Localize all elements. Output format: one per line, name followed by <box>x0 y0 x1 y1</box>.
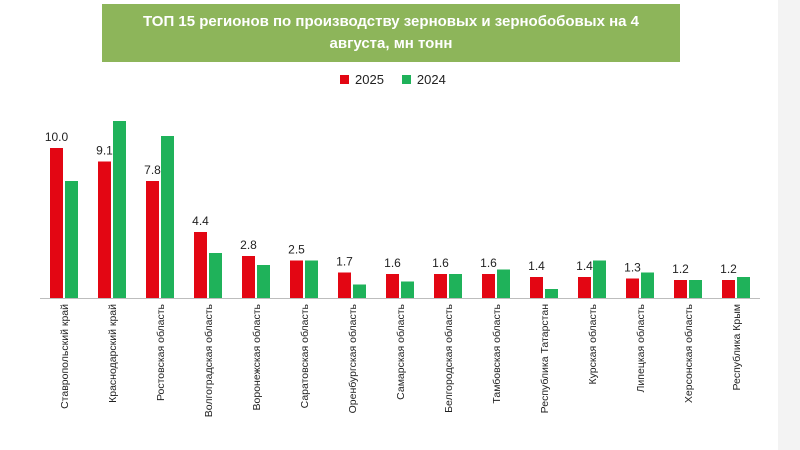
data-label-2025: 4.4 <box>192 214 209 228</box>
legend-swatch-2024 <box>401 74 411 84</box>
category-tick-label: Саратовская область <box>299 303 311 408</box>
bar-2025 <box>98 161 111 298</box>
bar-2024 <box>65 181 78 298</box>
category-tick-label: Оренбургская область <box>347 303 359 413</box>
chart-legend: 2025 2024 <box>340 71 446 87</box>
bar-2025 <box>482 274 495 298</box>
bar-2024 <box>641 272 654 298</box>
data-label-2025: 1.4 <box>576 259 593 273</box>
data-label-2025: 1.2 <box>720 262 737 276</box>
bar-2025 <box>50 148 63 298</box>
category-tick-label: Краснодарский край <box>107 304 119 403</box>
bar-2024 <box>401 281 414 298</box>
legend-label-2025: 2025 <box>355 71 384 87</box>
data-label-2025: 1.2 <box>672 262 689 276</box>
data-label-2025: 1.6 <box>432 256 449 270</box>
data-label-2025: 10.0 <box>45 130 69 144</box>
category-tick-label: Республика Татарстан <box>539 304 551 414</box>
bar-2024 <box>593 260 606 298</box>
bar-2025 <box>578 277 591 298</box>
bar-2025 <box>146 181 159 298</box>
bar-2024 <box>161 136 174 298</box>
category-tick-label: Волгоградская область <box>203 303 215 417</box>
bar-2025 <box>674 280 687 298</box>
bar-2025 <box>242 256 255 298</box>
category-tick-label: Республика Крым <box>731 304 743 391</box>
chart-panel <box>10 0 778 450</box>
legend-swatch-2025 <box>340 74 349 84</box>
data-label-2025: 2.8 <box>240 238 257 252</box>
bar-2025 <box>386 274 399 298</box>
category-tick-label: Липецкая область <box>635 303 647 392</box>
bar-2024 <box>497 269 510 298</box>
chart-title: ТОП 15 регионов по производству зерновых… <box>102 4 680 62</box>
bar-2024 <box>737 277 750 298</box>
category-tick-label: Херсонская область <box>683 303 695 403</box>
data-label-2025: 1.4 <box>528 259 545 273</box>
legend-item-2025: 2025 <box>340 72 384 87</box>
bar-2024 <box>545 289 558 298</box>
bar-2024 <box>689 280 702 298</box>
category-tick-label: Самарская область <box>395 303 407 399</box>
category-tick-label: Ставропольский край <box>59 304 71 409</box>
bar-2025 <box>626 278 639 298</box>
data-label-2025: 7.8 <box>144 163 161 177</box>
bar-2024 <box>449 274 462 298</box>
bar-2024 <box>113 121 126 298</box>
data-label-2025: 1.6 <box>384 256 401 270</box>
page-edge <box>778 0 800 450</box>
legend-item-2024: 2024 <box>401 71 446 87</box>
data-label-2025: 1.7 <box>336 255 353 269</box>
data-label-2025: 9.1 <box>96 144 113 158</box>
bar-2025 <box>290 260 303 298</box>
bar-2025 <box>530 277 543 298</box>
legend-label-2024: 2024 <box>416 71 446 87</box>
data-label-2025: 1.6 <box>480 256 497 270</box>
bar-2025 <box>194 232 207 298</box>
bar-2024 <box>353 284 366 298</box>
bar-2024 <box>209 253 222 298</box>
category-tick-label: Ростовская область <box>155 303 167 401</box>
data-label-2025: 1.3 <box>624 261 641 275</box>
category-tick-label: Воронежская область <box>251 303 263 410</box>
category-tick-label: Тамбовская область <box>491 303 503 403</box>
data-label-2025: 2.5 <box>288 243 305 257</box>
category-tick-label: Белгородская область <box>443 303 455 412</box>
bar-2025 <box>338 272 351 298</box>
bar-2024 <box>257 265 270 298</box>
bar-2025 <box>722 280 735 298</box>
bar-2025 <box>434 274 447 298</box>
bar-2024 <box>305 260 318 298</box>
category-tick-label: Курская область <box>587 303 599 384</box>
